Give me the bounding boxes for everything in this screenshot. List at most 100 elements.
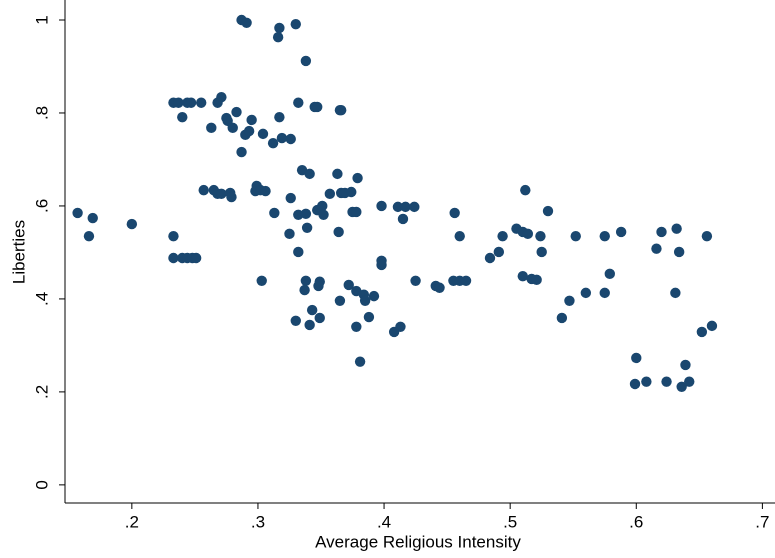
x-axis-label: Average Religious Intensity: [315, 532, 521, 551]
point: [301, 222, 313, 233]
point: [520, 184, 531, 196]
point: [300, 275, 312, 286]
point: [651, 243, 662, 254]
point: [676, 381, 687, 392]
point: [285, 133, 296, 145]
point: [354, 356, 366, 367]
point: [517, 270, 528, 282]
point: [312, 101, 323, 113]
point: [293, 97, 304, 108]
point: [334, 295, 346, 306]
point: [306, 304, 318, 316]
point: [351, 206, 362, 218]
x-tick-label: .3: [251, 512, 265, 531]
y-tick-label: 0: [32, 480, 51, 489]
x-tick-label: .2: [125, 512, 139, 531]
point: [673, 246, 685, 258]
point: [256, 275, 267, 286]
point: [599, 287, 610, 299]
point: [484, 252, 496, 264]
point: [226, 191, 237, 203]
point: [522, 228, 534, 240]
point: [615, 226, 627, 238]
point: [293, 246, 304, 258]
point: [701, 230, 713, 242]
point: [580, 287, 592, 299]
x-tick-label: .4: [377, 512, 391, 531]
point: [696, 326, 708, 338]
point: [241, 17, 252, 28]
point: [260, 185, 271, 197]
point: [190, 252, 202, 264]
point: [83, 230, 95, 242]
point: [599, 230, 610, 242]
point: [631, 352, 642, 364]
point: [535, 230, 546, 242]
point: [87, 212, 98, 224]
point: [285, 192, 296, 204]
point: [359, 295, 371, 306]
point: [434, 282, 445, 293]
y-axis-label: Liberties: [9, 220, 28, 284]
point: [324, 188, 336, 200]
point: [449, 207, 460, 219]
point: [376, 200, 387, 212]
point: [410, 275, 421, 286]
point: [168, 252, 179, 264]
point: [497, 230, 508, 242]
point: [177, 111, 188, 123]
y-tick-label: .2: [32, 385, 51, 399]
point: [409, 201, 420, 213]
point: [346, 186, 357, 198]
point: [257, 128, 269, 140]
point: [661, 376, 672, 387]
point: [332, 168, 343, 180]
point: [72, 207, 83, 219]
point: [300, 55, 312, 67]
point: [206, 122, 217, 134]
point: [243, 125, 255, 137]
point: [185, 97, 197, 108]
point: [290, 18, 301, 30]
point: [300, 208, 312, 220]
point: [352, 172, 363, 184]
point: [333, 226, 344, 238]
x-tick-label: .5: [503, 512, 517, 531]
point: [604, 268, 615, 280]
point: [395, 321, 406, 333]
y-tick-label: 1: [32, 15, 51, 24]
point: [536, 246, 547, 258]
point: [274, 111, 285, 123]
point: [392, 201, 404, 213]
point: [290, 315, 301, 326]
x-tick-label: .6: [629, 512, 643, 531]
point: [276, 132, 288, 144]
point: [454, 230, 465, 242]
point: [670, 287, 681, 299]
point: [363, 311, 375, 323]
point: [656, 226, 667, 238]
point: [236, 146, 247, 158]
point: [376, 259, 387, 271]
y-tick-label: .8: [32, 106, 51, 120]
point: [284, 228, 295, 240]
x-tick-label: .7: [755, 512, 769, 531]
point: [556, 312, 568, 324]
point: [343, 279, 354, 291]
point: [706, 320, 718, 332]
point: [531, 274, 542, 286]
y-tick-label: .4: [32, 292, 51, 306]
point: [227, 122, 238, 134]
point: [126, 218, 138, 230]
point: [198, 184, 209, 196]
point: [195, 97, 207, 108]
point: [168, 230, 179, 242]
point: [314, 312, 325, 324]
point: [304, 319, 315, 331]
point: [570, 230, 581, 242]
point: [269, 207, 280, 219]
point: [351, 321, 362, 333]
point: [274, 22, 285, 34]
point: [304, 168, 315, 180]
